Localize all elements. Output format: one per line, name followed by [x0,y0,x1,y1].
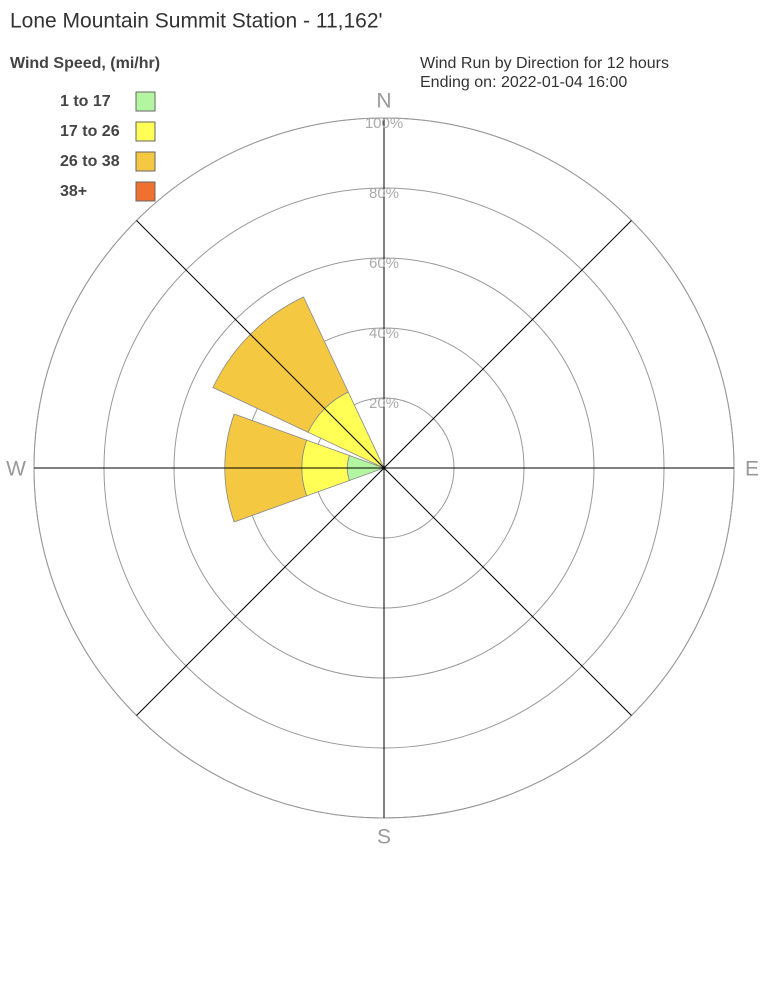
r-tick-label: 80% [369,185,399,202]
legend-swatch [135,91,156,112]
legend-label: 26 to 38 [60,153,120,170]
r-tick-label: 100% [365,115,403,132]
legend-swatch [135,121,156,142]
subtitle: Ending on: 2022-01-04 16:00 [420,74,627,91]
legend-title: Wind Speed, (mi/hr) [10,55,160,72]
legend-label: 1 to 17 [60,93,111,110]
legend-label: 17 to 26 [60,123,120,140]
direction-label: S [377,826,391,849]
direction-label: E [745,458,759,481]
r-tick-label: 40% [369,325,399,342]
direction-label: W [6,458,26,481]
legend-swatch [135,151,156,172]
r-tick-label: 20% [369,395,399,412]
direction-label: N [376,90,391,113]
spoke [136,220,632,716]
r-tick-label: 60% [369,255,399,272]
chart-title: Lone Mountain Summit Station - 11,162' [10,10,383,33]
subtitle: Wind Run by Direction for 12 hours [420,55,669,72]
legend-label: 38+ [60,183,87,200]
legend-swatch [135,181,156,202]
